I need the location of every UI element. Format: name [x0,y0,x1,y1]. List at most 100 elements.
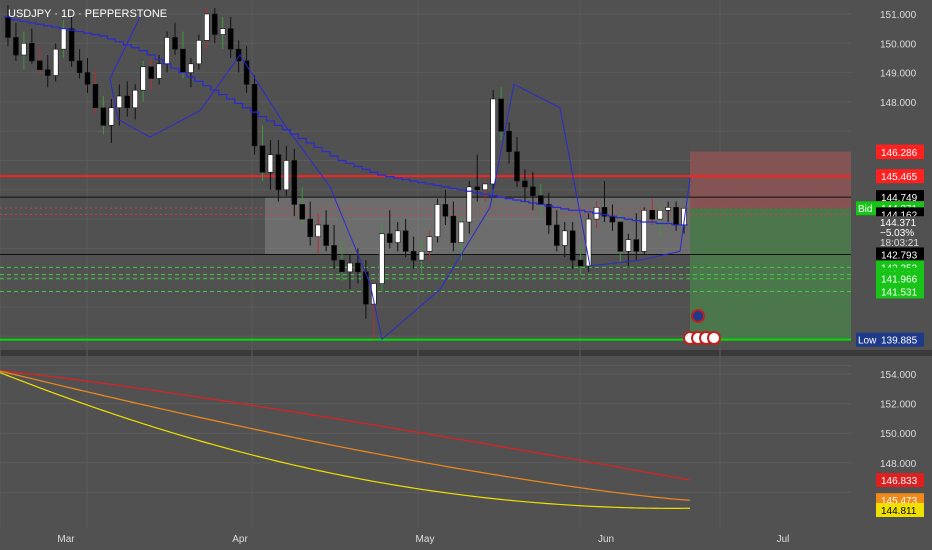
candle-body [307,218,313,237]
current-change-label: −5.03% [880,228,914,239]
candle-body [649,210,655,220]
candle-body [379,233,385,284]
candle-body [625,239,632,252]
candle-body [283,160,290,191]
candle-body [84,72,91,85]
candle-body [514,151,520,182]
candle-body [267,154,274,173]
candle-body [609,215,616,223]
price-tag-text: Bid [858,204,872,215]
candle-body [180,48,186,73]
candle-body [633,239,640,252]
candle-body [458,221,465,243]
sub-price-label-box [876,502,924,517]
candle-body [466,186,473,223]
candle-body [546,204,552,226]
candle-body [243,60,250,85]
candle-body [299,204,306,220]
candle-body [402,230,409,252]
y-tick-label: 149.000 [880,69,917,80]
candle-body [434,204,441,237]
candle-body [386,233,393,243]
price-label-text: 146.286 [881,148,918,159]
candle-body [601,207,608,217]
candle-body [323,224,329,246]
candle-body [132,89,138,109]
indicator-series-line [0,370,691,481]
candle-body [641,210,648,252]
candle-body [188,63,194,73]
candle-body [13,37,19,56]
candle-body [60,28,67,50]
candle-body [355,262,361,273]
price-label-box [876,271,924,286]
price-label-box [876,145,924,160]
indicator-series-line [0,370,691,501]
price-label-text: 145.465 [881,172,918,183]
panel-divider [0,350,932,356]
candle-body [76,60,83,73]
candle-body [371,283,377,305]
x-axis-label: Mar [57,534,75,545]
sub-y-tick-label: 152.000 [880,400,917,411]
candle-body [148,66,154,79]
candle-body [92,84,99,109]
candle-body [331,245,337,261]
candle-body [44,69,51,76]
sub-price-label-text: 146.833 [881,476,918,487]
candle-body [569,230,576,261]
candle-body [227,28,234,50]
candle-body [116,95,123,109]
event-flag-icon [691,309,705,323]
candle-body [251,84,258,147]
candle-body [21,42,27,56]
candle-body [204,13,210,41]
candle-body [156,63,162,79]
candle-body [275,154,282,191]
y-tick-label: 151.000 [880,10,917,21]
price-label-box [876,332,924,347]
envelope-line [109,16,691,341]
event-flag-icon [707,331,721,345]
candle-body [100,107,107,126]
sub-y-tick-label: 154.000 [880,370,917,381]
price-tag-text: Low [858,336,877,347]
candle-body [219,28,226,35]
candle-body [124,95,131,109]
candle-body [347,262,353,273]
candle-body [140,66,146,91]
y-tick-label: 148.000 [880,98,917,109]
candle-body [577,259,584,267]
candle-body [673,207,679,226]
current-info-box [876,216,924,247]
candle-body [164,37,170,65]
candle-body [522,180,528,188]
candle-body [37,60,43,70]
price-tag-box [856,332,876,347]
candle-body [5,16,11,38]
countdown-label: 18:03:21 [880,238,919,249]
candle-body [418,251,425,261]
price-label-text: 144.162 [881,210,918,221]
sub-y-tick-label: 150.000 [880,429,917,440]
candle-body [657,210,663,220]
candle-body [108,107,115,126]
candle-body [29,42,35,62]
current-price-label: 144.371 [880,218,917,229]
candle-body [410,251,417,261]
candle-body [474,186,480,191]
candle-body [482,183,488,191]
candle-body [442,204,449,217]
candle-body [196,40,202,65]
candle-body [363,271,369,305]
sub-price-label-text: 144.811 [881,506,917,517]
candle-body [665,207,671,211]
price-label-box [876,169,924,184]
sub-y-tick-label: 148.000 [880,459,917,470]
candle-body [450,215,457,243]
candle-body [212,13,218,35]
candle-body [339,259,345,273]
candle-body [291,160,298,205]
price-label-text: 139.885 [881,336,918,347]
